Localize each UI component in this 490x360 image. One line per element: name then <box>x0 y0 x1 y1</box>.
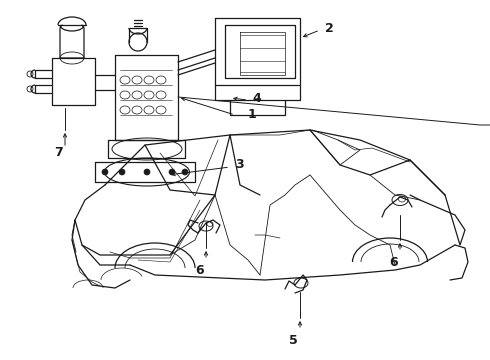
Text: 5: 5 <box>289 333 297 346</box>
Circle shape <box>169 169 175 175</box>
Text: 6: 6 <box>196 264 204 276</box>
Circle shape <box>119 169 125 175</box>
Text: 6: 6 <box>390 256 398 269</box>
Text: 7: 7 <box>53 145 62 158</box>
Text: 1: 1 <box>248 108 257 122</box>
Circle shape <box>102 169 108 175</box>
Text: 2: 2 <box>325 22 334 35</box>
Circle shape <box>182 169 188 175</box>
Text: 4: 4 <box>252 91 261 104</box>
Text: 3: 3 <box>235 158 244 171</box>
Circle shape <box>144 169 150 175</box>
